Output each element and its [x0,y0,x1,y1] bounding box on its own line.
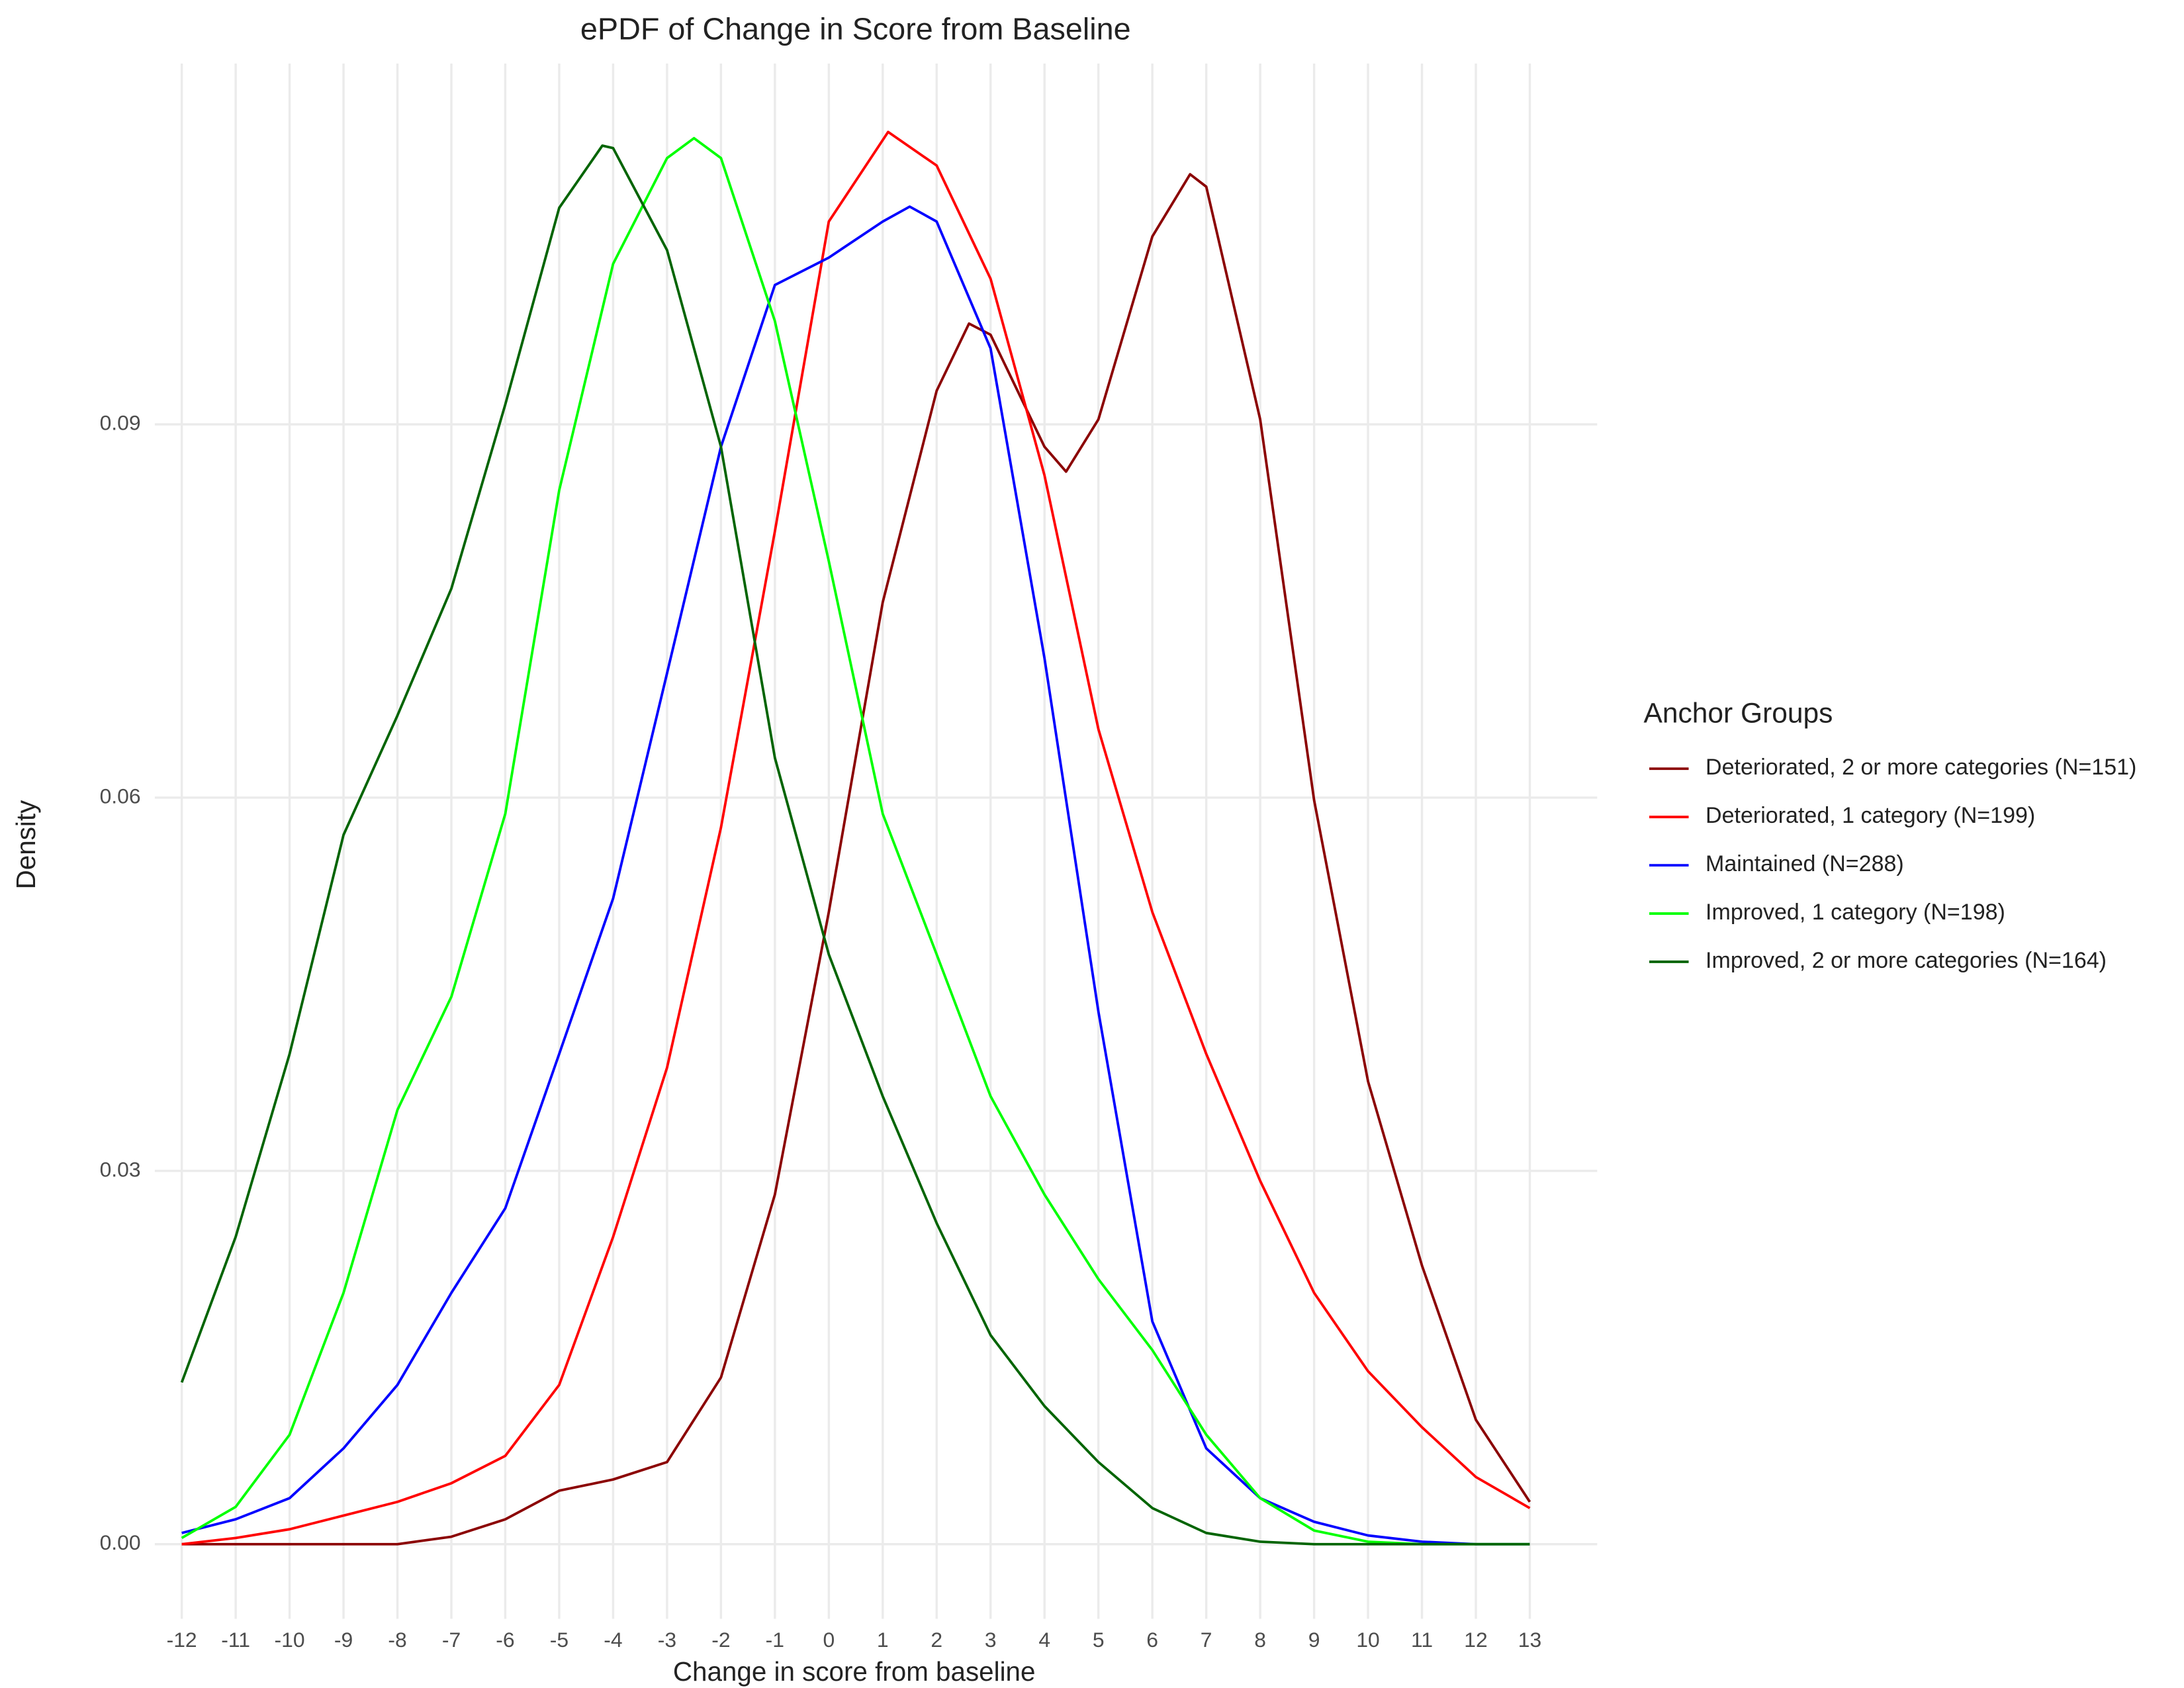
x-tick-label: 2 [931,1628,942,1652]
x-tick-label: -1 [766,1628,784,1652]
density-line [181,205,1530,1546]
x-tick-label: 12 [1464,1628,1487,1652]
x-tick-label: 13 [1518,1628,1541,1652]
x-tick-label: -5 [550,1628,569,1652]
x-tick-label: 6 [1146,1628,1158,1652]
x-tick-label: -7 [442,1628,461,1652]
density-line [181,130,1531,1546]
legend-label: Improved, 2 or more categories (N=164) [1706,948,2107,973]
x-axis-label: Change in score from baseline [673,1656,1036,1687]
x-tick-label: 8 [1254,1628,1266,1652]
x-tick-label: 9 [1308,1628,1320,1652]
density-line [180,144,1530,1546]
y-tick-label: 0.06 [100,784,141,808]
x-tick-label: 11 [1411,1628,1433,1652]
x-tick-label: 4 [1038,1628,1050,1652]
x-tick-label: 1 [877,1628,889,1652]
density-line [181,136,1530,1546]
x-tick-label: -11 [221,1628,250,1652]
x-tick-label: 5 [1093,1628,1105,1652]
x-tick-label: 3 [985,1628,997,1652]
x-tick-label: 10 [1356,1628,1379,1652]
x-tick-label: -4 [604,1628,622,1652]
legend-title: Anchor Groups [1644,698,1833,729]
y-tick-label: 0.00 [100,1530,141,1554]
x-tick-label: 0 [823,1628,835,1652]
y-tick-label: 0.03 [100,1157,141,1181]
lines [180,130,1531,1546]
x-tick-label: 7 [1201,1628,1212,1652]
x-tick-label: -2 [711,1628,730,1652]
chart-title: ePDF of Change in Score from Baseline [580,11,1131,46]
x-tick-label: -8 [388,1628,406,1652]
y-tick-label: 0.09 [100,410,141,434]
x-tick-label: -9 [334,1628,353,1652]
x-tick-label: -3 [658,1628,676,1652]
legend-label: Maintained (N=288) [1706,851,1904,876]
density-line [181,173,1531,1546]
x-tick-label: -12 [167,1628,197,1652]
x-tick-label: -10 [275,1628,305,1652]
legend-label: Deteriorated, 2 or more categories (N=15… [1706,755,2136,780]
legend-label: Improved, 1 category (N=198) [1706,900,2005,925]
legend-label: Deteriorated, 1 category (N=199) [1706,803,2035,828]
y-axis-label: Density [11,800,41,889]
x-tick-label: -6 [496,1628,514,1652]
